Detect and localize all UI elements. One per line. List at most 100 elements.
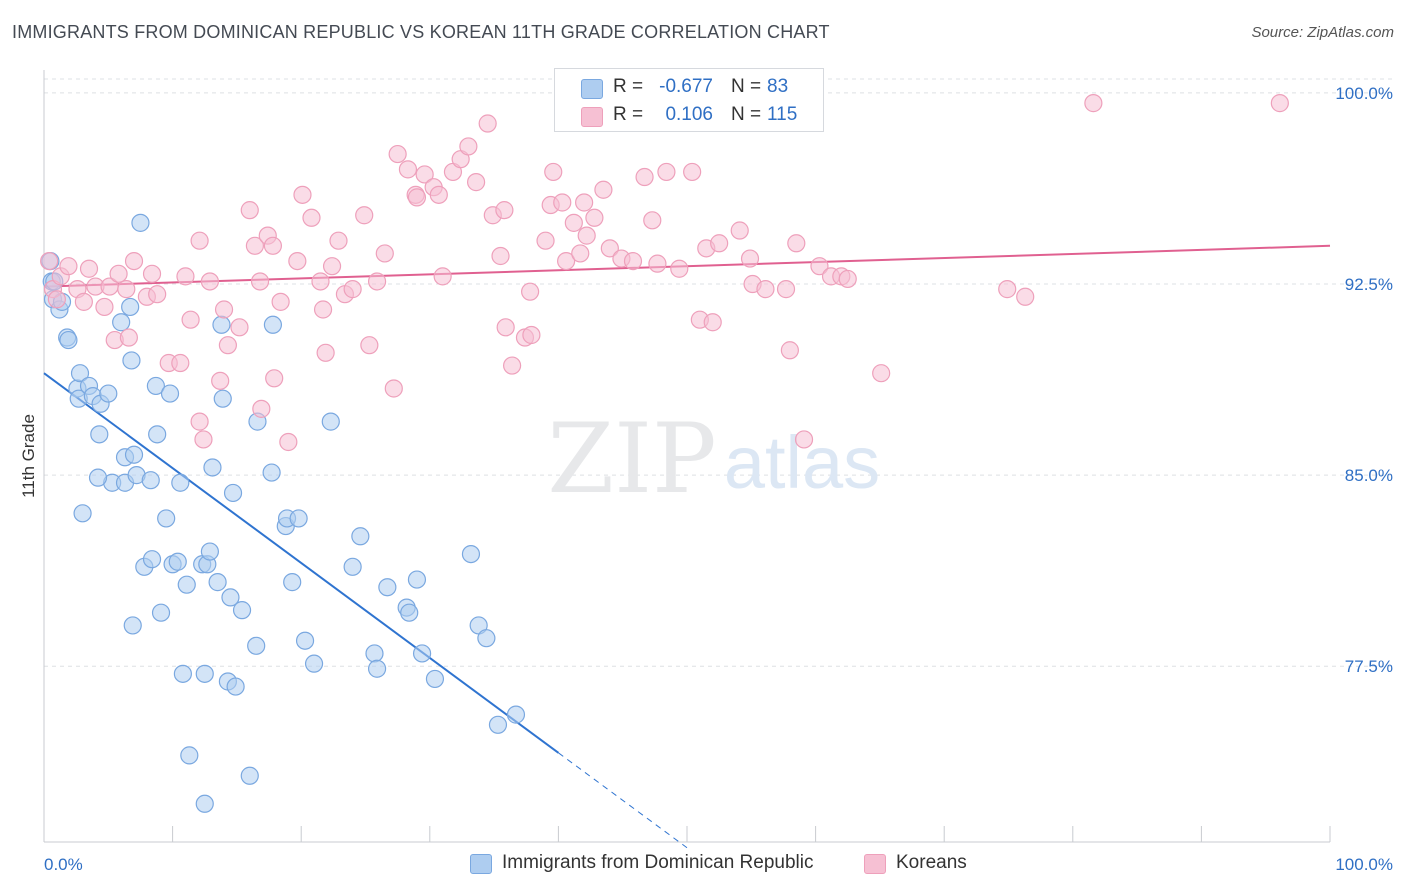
point-korean: [322, 257, 342, 276]
point-dominican: [131, 213, 150, 232]
source-label: Source: ZipAtlas.com: [1251, 24, 1394, 41]
point-korean: [585, 208, 604, 227]
point-korean: [838, 269, 857, 289]
point-korean: [577, 226, 596, 245]
point-dominican: [213, 389, 232, 408]
point-korean: [794, 430, 814, 449]
point-korean: [776, 280, 796, 299]
point-korean: [575, 193, 594, 212]
point-dominican: [223, 483, 243, 503]
blue-swatch: [470, 854, 492, 874]
point-korean: [1270, 94, 1289, 113]
r-value: -0.677: [659, 76, 713, 97]
point-dominican: [70, 364, 90, 383]
point-korean: [998, 280, 1017, 299]
x-tick-label: 0.0%: [44, 855, 83, 874]
point-dominican: [112, 313, 131, 332]
y-tick-label: 77.5%: [1345, 657, 1393, 676]
point-korean: [211, 371, 230, 390]
point-dominican: [477, 629, 496, 648]
point-dominican: [200, 542, 219, 561]
point-korean: [263, 236, 283, 255]
point-korean: [117, 280, 136, 299]
point-korean: [293, 185, 312, 204]
point-dominican: [195, 794, 214, 813]
point-korean: [872, 364, 891, 383]
point-korean: [683, 162, 702, 182]
pink-swatch: [864, 854, 886, 874]
point-korean: [171, 353, 190, 373]
pink-swatch: [581, 107, 603, 127]
point-dominican: [177, 575, 196, 594]
point-korean: [343, 280, 362, 299]
point-korean: [503, 356, 522, 375]
point-korean: [740, 249, 760, 268]
point-korean: [495, 201, 514, 220]
point-korean: [252, 399, 271, 418]
point-korean: [190, 412, 209, 431]
point-korean: [59, 257, 78, 276]
point-korean: [703, 313, 722, 332]
zipatlas-watermark: ZIP atlas: [547, 403, 880, 515]
point-korean: [302, 208, 321, 227]
point-dominican: [168, 552, 187, 571]
point-korean: [388, 144, 407, 164]
point-dominican: [123, 616, 142, 635]
point-korean: [521, 282, 540, 301]
axes: [43, 70, 1331, 843]
point-korean: [594, 180, 613, 199]
point-korean: [79, 259, 99, 278]
point-korean: [553, 193, 572, 212]
point-korean: [40, 251, 59, 271]
r-value: 0.106: [665, 104, 713, 125]
point-korean: [367, 272, 387, 291]
trend-lines: [43, 244, 1331, 849]
point-korean: [635, 167, 654, 187]
point-korean: [360, 336, 379, 355]
point-korean: [190, 231, 209, 250]
point-dominican: [121, 297, 140, 317]
point-korean: [74, 292, 93, 311]
point-korean: [670, 259, 689, 278]
point-korean: [398, 160, 418, 179]
point-korean: [194, 430, 213, 449]
point-dominican: [122, 351, 141, 370]
axis-labels: 77.5% 85.0% 92.5% 100.0% 0.0% 100.0% 11th Grad…: [19, 84, 1393, 874]
point-dominican: [351, 527, 370, 546]
point-korean: [415, 165, 434, 184]
point-korean: [466, 173, 486, 192]
legend-label: Immigrants from Dominican Republic: [502, 852, 814, 873]
point-dominican: [90, 425, 109, 444]
point-dominican: [99, 384, 118, 403]
point-dominican: [171, 473, 190, 492]
point-dominican: [146, 376, 165, 396]
point-dominican: [367, 659, 387, 678]
point-korean: [176, 267, 195, 286]
point-korean: [780, 341, 799, 360]
point-korean: [496, 318, 515, 337]
point-korean: [245, 236, 265, 255]
point-korean: [200, 272, 219, 291]
point-korean: [730, 221, 749, 240]
point-korean: [564, 213, 583, 232]
point-korean: [1084, 94, 1103, 113]
point-korean: [810, 257, 829, 276]
point-dominican: [247, 636, 266, 655]
legend-row-koreans: R = 0.106 N = 115: [555, 101, 823, 129]
point-dominican: [212, 315, 231, 334]
point-korean: [288, 251, 307, 271]
point-dominican: [226, 677, 245, 696]
point-dominican: [263, 315, 283, 334]
data-points: [40, 94, 1289, 813]
point-dominican: [412, 644, 432, 663]
blue-swatch: [581, 79, 603, 99]
point-korean: [279, 432, 298, 452]
point-korean: [265, 369, 284, 388]
point-dominican: [208, 573, 227, 592]
point-dominican: [400, 603, 419, 622]
point-dominican: [289, 509, 308, 528]
point-korean: [600, 239, 619, 258]
point-dominican: [232, 601, 252, 620]
point-dominican: [142, 550, 162, 569]
